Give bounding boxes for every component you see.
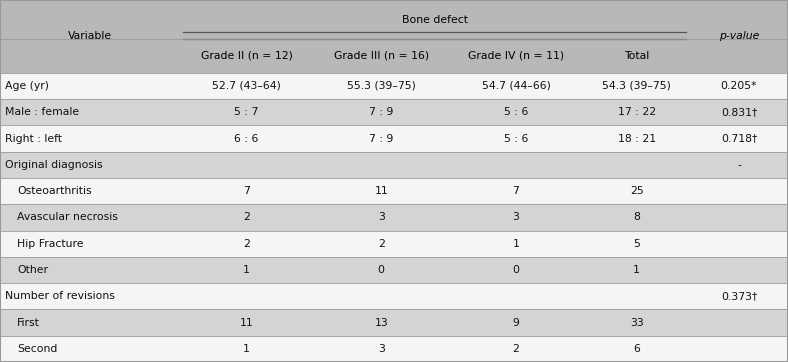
Text: 0.205*: 0.205* [721,81,757,91]
Text: 18 : 21: 18 : 21 [618,134,656,144]
Text: 54.7 (44–66): 54.7 (44–66) [481,81,550,91]
Text: Total: Total [624,51,649,61]
Bar [0,73,788,99]
Text: 11: 11 [240,317,253,328]
Bar [0,125,788,152]
Text: 5: 5 [634,239,640,249]
Text: Variable: Variable [68,31,112,41]
Bar [0,0,788,39]
Text: 5 : 7: 5 : 7 [234,107,258,117]
Text: 5 : 6: 5 : 6 [504,107,528,117]
Text: 2: 2 [243,239,250,249]
Text: 17 : 22: 17 : 22 [618,107,656,117]
Text: 7: 7 [243,186,250,196]
Bar [0,152,788,178]
Text: 3: 3 [512,212,519,222]
Text: 6: 6 [634,344,640,354]
Text: 6 : 6: 6 : 6 [234,134,258,144]
Bar [0,178,788,204]
Text: p-value: p-value [719,31,759,41]
Text: Other: Other [17,265,48,275]
Text: 54.3 (39–75): 54.3 (39–75) [602,81,671,91]
Text: 25: 25 [630,186,644,196]
Text: Avascular necrosis: Avascular necrosis [17,212,118,222]
Text: 52.7 (43–64): 52.7 (43–64) [212,81,281,91]
Text: 0: 0 [377,265,385,275]
Bar [0,99,788,125]
Text: 7 : 9: 7 : 9 [369,134,393,144]
Text: 11: 11 [374,186,388,196]
Bar [0,231,788,257]
Text: Number of revisions: Number of revisions [5,291,114,301]
Text: -: - [737,160,741,170]
Bar [0,39,788,73]
Text: Hip Fracture: Hip Fracture [17,239,84,249]
Text: 2: 2 [512,344,519,354]
Text: Male : female: Male : female [5,107,79,117]
Text: Second: Second [17,344,58,354]
Text: 7: 7 [512,186,519,196]
Text: First: First [17,317,40,328]
Text: 13: 13 [374,317,388,328]
Text: 0.373†: 0.373† [721,291,757,301]
Text: Grade IV (n = 11): Grade IV (n = 11) [468,51,564,61]
Text: 1: 1 [243,344,250,354]
Bar [0,204,788,231]
Text: 3: 3 [377,212,385,222]
Text: 1: 1 [243,265,250,275]
Text: Original diagnosis: Original diagnosis [5,160,102,170]
Bar [0,283,788,310]
Text: 33: 33 [630,317,644,328]
Text: 0.831†: 0.831† [721,107,757,117]
Text: 1: 1 [634,265,640,275]
Text: Right : left: Right : left [5,134,61,144]
Text: Bone defect: Bone defect [402,14,467,25]
Text: 3: 3 [377,344,385,354]
Text: 55.3 (39–75): 55.3 (39–75) [347,81,415,91]
Text: 9: 9 [512,317,519,328]
Text: Osteoarthritis: Osteoarthritis [17,186,92,196]
Bar [0,310,788,336]
Text: 5 : 6: 5 : 6 [504,134,528,144]
Text: 0: 0 [512,265,519,275]
Text: 0.718†: 0.718† [721,134,757,144]
Text: 2: 2 [243,212,250,222]
Text: 1: 1 [512,239,519,249]
Bar [0,257,788,283]
Text: Age (yr): Age (yr) [5,81,49,91]
Bar [0,336,788,362]
Text: Grade II (n = 12): Grade II (n = 12) [200,51,292,61]
Text: 7 : 9: 7 : 9 [369,107,393,117]
Text: 8: 8 [634,212,640,222]
Text: 2: 2 [377,239,385,249]
Text: Grade III (n = 16): Grade III (n = 16) [333,51,429,61]
